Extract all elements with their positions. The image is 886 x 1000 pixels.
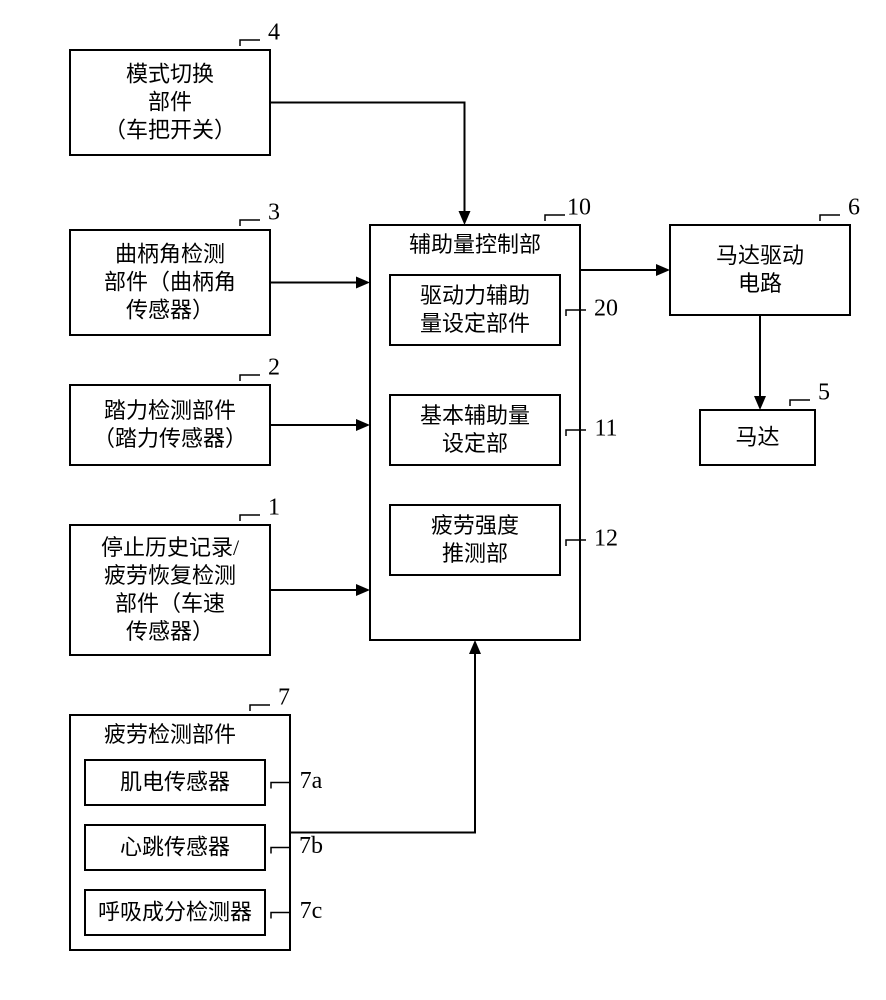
assist-control-title: 辅助量控制部 [409, 232, 541, 257]
motor-label: 马达 [735, 425, 779, 450]
drive_assist-label-line-0: 驱动力辅助 [420, 283, 530, 308]
motor-drive-box [670, 225, 850, 315]
arrowhead [459, 211, 471, 225]
drive_assist-label-line-1: 量设定部件 [420, 311, 530, 336]
pedal-force-ref-bracket [240, 375, 260, 381]
mode-switch-label-line-1: 部件 [148, 90, 192, 115]
emg-label: 肌电传感器 [120, 770, 230, 795]
fatigue_est-label-line-1: 推测部 [442, 541, 508, 566]
motor-drive-label-line-1: 电路 [738, 271, 782, 296]
pedal-force-box [70, 385, 270, 465]
heart-label: 心跳传感器 [120, 835, 230, 860]
fatigue-detect-ref-bracket [250, 705, 270, 711]
assist-control-ref-bracket [545, 215, 565, 221]
pedal-force-label-line-1: （踏力传感器） [93, 426, 247, 451]
crank-angle-ref-text: 3 [268, 200, 280, 226]
basic_assist-label-line-0: 基本辅助量 [420, 403, 530, 428]
emg-ref-text: 7a [300, 768, 323, 794]
motor-drive-label-line-0: 马达驱动 [716, 243, 804, 268]
arrowhead [356, 419, 370, 431]
pedal-force-label-line-0: 踏力检测部件 [104, 398, 236, 423]
conn-fatigue-to-assist [290, 654, 475, 833]
heart-ref-bracket [271, 848, 291, 854]
stop-history-ref-bracket [240, 515, 260, 521]
stop-history-label-line-3: 传感器） [126, 619, 214, 644]
mode-switch-label-line-2: （车把开关） [104, 118, 236, 143]
motor-ref-text: 5 [818, 380, 830, 406]
arrowhead [356, 277, 370, 289]
arrowhead [356, 584, 370, 596]
conn-mode-to-assist [270, 103, 465, 212]
arrowhead [656, 264, 670, 276]
fatigue-detect-title: 疲劳检测部件 [104, 722, 236, 747]
basic_assist-ref-bracket [566, 430, 586, 436]
emg-ref-bracket [271, 783, 291, 789]
motor-ref-bracket [790, 400, 810, 406]
basic_assist-ref-text: 11 [594, 416, 617, 442]
drive_assist-ref-text: 20 [594, 296, 618, 322]
mode-switch-ref-text: 4 [268, 20, 280, 46]
pedal-force-ref-text: 2 [268, 355, 280, 381]
fatigue_est-label-line-0: 疲劳强度 [431, 513, 519, 538]
crank-angle-label-line-0: 曲柄角检测 [115, 242, 225, 267]
motor-drive-ref-bracket [820, 215, 840, 221]
mode-switch-ref-bracket [240, 40, 260, 46]
heart-ref-text: 7b [299, 833, 323, 859]
assist-control-ref-text: 10 [567, 195, 591, 221]
basic_assist-label-line-1: 设定部 [442, 431, 508, 456]
mode-switch-label-line-0: 模式切换 [126, 62, 214, 87]
breath-ref-text: 7c [300, 898, 323, 924]
stop-history-ref-text: 1 [268, 495, 280, 521]
breath-label: 呼吸成分检测器 [98, 900, 252, 925]
stop-history-label-line-0: 停止历史记录/ [101, 535, 240, 560]
fatigue_est-ref-bracket [566, 540, 586, 546]
arrowhead [469, 640, 481, 654]
crank-angle-ref-bracket [240, 220, 260, 226]
drive_assist-ref-bracket [566, 310, 586, 316]
crank-angle-label-line-2: 传感器） [126, 298, 214, 323]
fatigue-detect-ref-text: 7 [278, 685, 290, 711]
stop-history-label-line-1: 疲劳恢复检测 [104, 563, 236, 588]
crank-angle-label-line-1: 部件（曲柄角 [104, 270, 236, 295]
motor-drive-ref-text: 6 [848, 195, 860, 221]
breath-ref-bracket [271, 913, 291, 919]
arrowhead [754, 396, 766, 410]
fatigue_est-ref-text: 12 [594, 526, 618, 552]
stop-history-label-line-2: 部件（车速 [115, 591, 225, 616]
